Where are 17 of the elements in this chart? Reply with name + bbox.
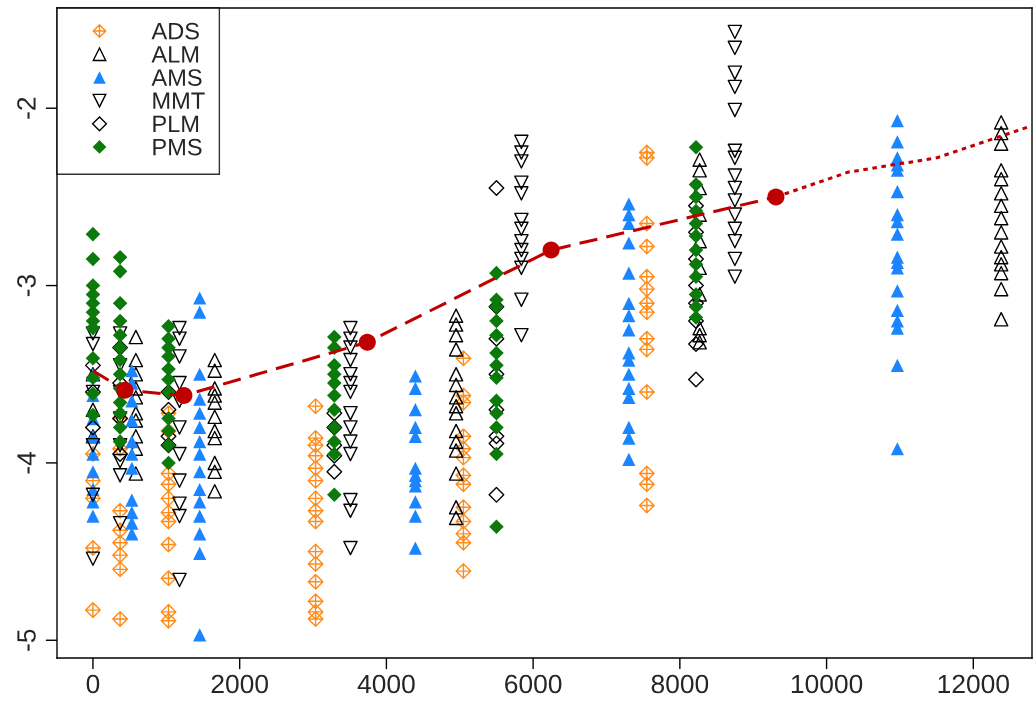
x-tick-label: 12000: [938, 674, 1009, 694]
y-tick-label: -2: [17, 97, 36, 119]
legend-label: PMS: [153, 138, 202, 156]
x-tick-label: 8000: [651, 674, 709, 694]
legend-label: AMS: [151, 69, 202, 86]
x-tick-label: 0: [86, 674, 100, 694]
y-tick-label: -3: [17, 274, 36, 297]
x-tick-label: 10000: [791, 674, 863, 694]
legend-label: ALM: [151, 46, 199, 63]
x-tick-label: 6000: [505, 674, 562, 694]
legend-label: MMT: [153, 92, 205, 109]
x-tick-label: 2000: [211, 674, 268, 694]
x-tick-label: 4000: [357, 674, 415, 694]
y-tick-label: -4: [17, 451, 36, 474]
y-tick-label: -5: [17, 629, 36, 651]
legend-label: ADS: [151, 22, 199, 40]
legend-label: PLM: [153, 115, 199, 133]
